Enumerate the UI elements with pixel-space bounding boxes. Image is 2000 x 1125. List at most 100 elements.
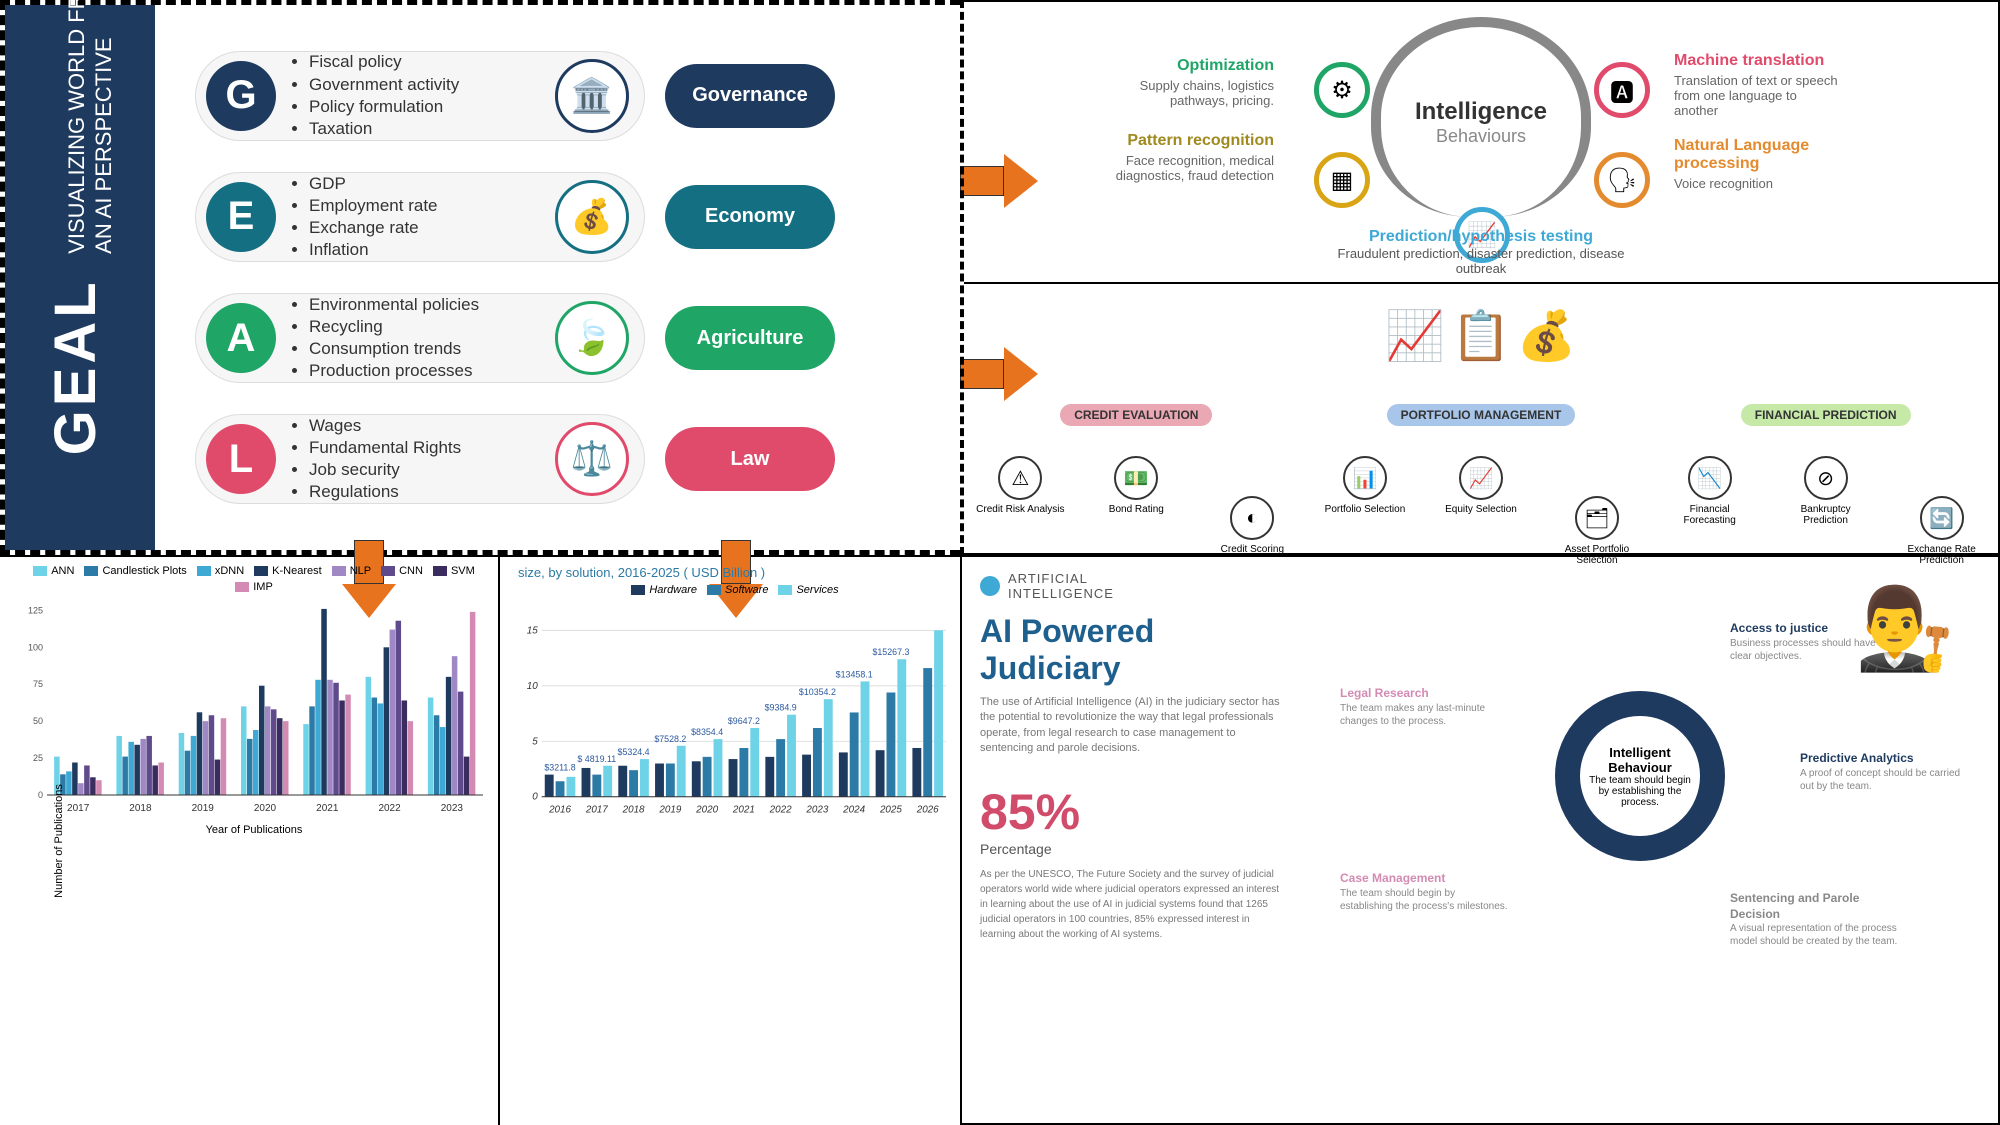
fin-leaf: ⊘Bankruptcy Prediction xyxy=(1781,456,1871,566)
intel-label: OptimizationSupply chains, logistics pat… xyxy=(1104,57,1274,108)
svg-text:125: 125 xyxy=(28,605,43,615)
geal-icon: 🍃 xyxy=(555,301,629,375)
fin-leaf: 📊Portfolio Selection xyxy=(1320,456,1410,566)
finance-tree: 📈📋💰 CREDIT EVALUATION⚠Credit Risk Analys… xyxy=(964,282,1998,557)
svg-text:$8354.4: $8354.4 xyxy=(691,727,723,737)
fin-leaf: ◐Credit Scoring xyxy=(1207,496,1297,555)
intel-label: Natural Language processingVoice recogni… xyxy=(1674,137,1844,191)
geal-bullets: Fiscal policyGovernment activityPolicy f… xyxy=(291,51,555,139)
logo-line1: ARTIFICIAL xyxy=(1008,571,1114,586)
intel-label: Machine translationTranslation of text o… xyxy=(1674,52,1844,118)
geal-bullets: WagesFundamental RightsJob securityRegul… xyxy=(291,415,555,503)
publications-chart: ANNCandlestick PlotsxDNNK-NearestNLPCNNS… xyxy=(0,557,500,1125)
geal-icon: ⚖️ xyxy=(555,422,629,496)
judiciary-item: Case ManagementThe team should begin by … xyxy=(1340,871,1510,913)
intel-node-icon: 🅰 xyxy=(1594,62,1650,118)
charts-panel: ANNCandlestick PlotsxDNNK-NearestNLPCNNS… xyxy=(0,555,960,1125)
svg-text:2026: 2026 xyxy=(916,805,939,816)
fin-leaf: 🔄Exchange Rate Prediction xyxy=(1897,496,1987,566)
fin-branch: CREDIT EVALUATION⚠Credit Risk Analysis💵B… xyxy=(975,404,1297,566)
chart1-legend: ANNCandlestick PlotsxDNNK-NearestNLPCNNS… xyxy=(18,565,490,593)
finance-branches: CREDIT EVALUATION⚠Credit Risk Analysis💵B… xyxy=(964,404,1998,566)
fin-leaf: 💵Bond Rating xyxy=(1091,456,1181,555)
geal-letter: G xyxy=(206,61,276,131)
geal-bullets: Environmental policiesRecyclingConsumpti… xyxy=(291,294,555,382)
geal-badge: Law xyxy=(665,427,835,491)
market-size-chart: size, by solution, 2016-2025 ( USD Billi… xyxy=(500,557,960,1125)
logo-line2: INTELLIGENCE xyxy=(1008,586,1114,601)
svg-text:2017: 2017 xyxy=(67,803,90,814)
svg-text:$5324.4: $5324.4 xyxy=(618,747,650,757)
svg-text:75: 75 xyxy=(33,679,43,689)
svg-text:15: 15 xyxy=(527,625,538,636)
svg-text:2023: 2023 xyxy=(805,805,828,816)
svg-text:2020: 2020 xyxy=(695,805,718,816)
geal-row-e: EGDPEmployment rateExchange rateInflatio… xyxy=(195,172,940,262)
geal-icon: 💰 xyxy=(555,180,629,254)
fin-branch-label: PORTFOLIO MANAGEMENT xyxy=(1387,404,1576,426)
intel-node-icon: 🗣 xyxy=(1594,152,1650,208)
behaviour-wheel: Intelligent Behaviour The team should be… xyxy=(1555,691,1725,861)
intel-node-icon: ⚙︎ xyxy=(1314,62,1370,118)
chart2-title: size, by solution, 2016-2025 ( USD Billi… xyxy=(518,565,952,580)
svg-text:50: 50 xyxy=(33,716,43,726)
chart2-legend: HardwareSoftwareServices xyxy=(518,584,952,596)
fin-leaf: 📈Equity Selection xyxy=(1436,456,1526,566)
geal-body: GFiscal policyGovernment activityPolicy … xyxy=(155,5,960,550)
geal-row-l: LWagesFundamental RightsJob securityRegu… xyxy=(195,414,940,504)
geal-letter: L xyxy=(206,424,276,494)
intel-title: Intelligence xyxy=(1415,98,1547,126)
right-top-panel: Intelligence Behaviours ⚙︎ OptimizationSu… xyxy=(960,0,2000,555)
fin-branch: PORTFOLIO MANAGEMENT 📊Portfolio Selection… xyxy=(1320,404,1642,566)
judiciary-item: Access to justiceBusiness processes shou… xyxy=(1730,621,1900,663)
svg-text:2018: 2018 xyxy=(622,805,645,816)
geal-subtitle: VISUALIZING WORLD FROM AN AI PERSPECTIVE xyxy=(65,0,118,254)
chart1-xlabel: Year of Publications xyxy=(18,824,490,836)
fin-leaf: 📉Financial Forecasting xyxy=(1665,456,1755,566)
finance-root-graphic: 📈📋💰 xyxy=(1381,290,1581,380)
svg-text:2025: 2025 xyxy=(879,805,902,816)
svg-text:$7528.2: $7528.2 xyxy=(654,734,686,744)
svg-text:$9647.2: $9647.2 xyxy=(728,716,760,726)
svg-text:2020: 2020 xyxy=(254,803,277,814)
logo-dot-icon xyxy=(980,576,1000,596)
svg-text:2018: 2018 xyxy=(129,803,152,814)
svg-text:2024: 2024 xyxy=(842,805,865,816)
svg-text:$10354.2: $10354.2 xyxy=(799,687,836,697)
intel-subtitle: Behaviours xyxy=(1436,126,1526,147)
geal-badge: Economy xyxy=(665,185,835,249)
judiciary-desc: The use of Artificial Intelligence (AI) … xyxy=(980,695,1280,757)
svg-text:10: 10 xyxy=(527,681,538,692)
geal-letter: A xyxy=(206,303,276,373)
judiciary-percent-label: Percentage xyxy=(980,841,1280,857)
judiciary-panel: ARTIFICIAL INTELLIGENCE AI Powered Judic… xyxy=(960,555,2000,1125)
judiciary-item: Sentencing and Parole DecisionA visual r… xyxy=(1730,891,1900,948)
svg-text:2021: 2021 xyxy=(316,803,339,814)
svg-text:$15267.3: $15267.3 xyxy=(872,647,909,657)
svg-text:2022: 2022 xyxy=(769,805,792,816)
svg-text:0: 0 xyxy=(38,790,43,800)
fin-branch: FINANCIAL PREDICTION 📉Financial Forecasti… xyxy=(1665,404,1987,566)
geal-acronym: GEAL xyxy=(43,278,108,455)
intelligence-behaviours: Intelligence Behaviours ⚙︎ OptimizationSu… xyxy=(964,2,1998,282)
geal-sidebar: GEAL VISUALIZING WORLD FROM AN AI PERSPE… xyxy=(5,5,155,550)
intel-node-icon: ▦ xyxy=(1314,152,1370,208)
svg-text:$9384.9: $9384.9 xyxy=(765,703,797,713)
geal-icon: 🏛️ xyxy=(555,59,629,133)
svg-text:100: 100 xyxy=(28,642,43,652)
svg-text:2022: 2022 xyxy=(378,803,401,814)
fin-branch-label: CREDIT EVALUATION xyxy=(1060,404,1212,426)
svg-text:$ 4819.11: $ 4819.11 xyxy=(577,754,616,764)
svg-text:5: 5 xyxy=(532,736,538,747)
geal-panel: GEAL VISUALIZING WORLD FROM AN AI PERSPE… xyxy=(0,0,960,555)
svg-text:2016: 2016 xyxy=(548,805,571,816)
chart1-ylabel: Number of Publications xyxy=(53,784,65,898)
wheel-desc: The team should begin by establishing th… xyxy=(1588,775,1692,808)
svg-text:$13458.1: $13458.1 xyxy=(836,669,873,679)
fin-branch-label: FINANCIAL PREDICTION xyxy=(1741,404,1911,426)
geal-row-a: AEnvironmental policiesRecyclingConsumpt… xyxy=(195,293,940,383)
ai-logo: ARTIFICIAL INTELLIGENCE xyxy=(980,571,1280,601)
intel-label: Pattern recognitionFace recognition, med… xyxy=(1104,132,1274,183)
svg-text:2017: 2017 xyxy=(585,805,608,816)
judiciary-percent: 85% xyxy=(980,783,1280,841)
